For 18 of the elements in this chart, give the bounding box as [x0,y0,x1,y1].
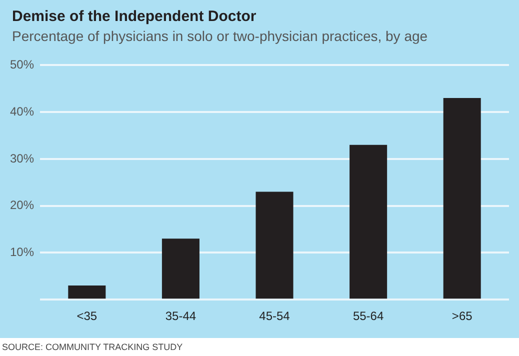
x-tick-label: 45-54 [259,309,290,324]
y-tick-label: 30% [10,151,34,166]
y-tick-label: 20% [10,198,34,212]
chart-title: Demise of the Independent Doctor [12,8,256,25]
y-tick-label: 10% [10,245,34,260]
bar [350,144,388,299]
x-tick-label: >65 [452,309,473,324]
x-tick-label: <35 [76,309,98,324]
y-tick-label: 40% [10,104,34,118]
bar [443,98,481,299]
bar [256,192,294,299]
x-tick-label: 55-64 [352,309,384,324]
source-note: SOURCE: COMMUNITY TRACKING STUDY [2,342,183,352]
bar [68,286,106,299]
chart-subtitle: Percentage of physicians in solo or two-physician practices, by age [12,28,428,44]
x-tick-label: 35-44 [165,309,196,324]
bar [162,238,200,299]
y-tick-label: 50% [10,58,34,72]
